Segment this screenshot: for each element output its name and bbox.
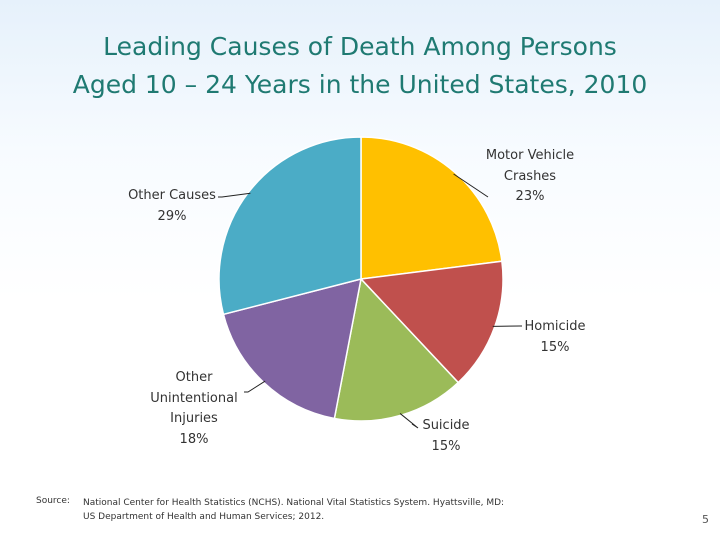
label-other-unintentional-name-1: Other xyxy=(175,370,213,385)
pie-slice-homicide xyxy=(359,260,504,384)
leader-line-other-causes xyxy=(218,192,251,198)
source-line-2: US Department of Health and Human Servic… xyxy=(83,512,325,522)
label-homicide-pct: 15% xyxy=(540,339,570,355)
leader-line-motor-vehicle-crashes xyxy=(453,173,489,198)
source-key: Source: xyxy=(36,496,70,506)
leader-line-other-unintentional-injuries xyxy=(244,380,266,393)
label-other-causes-pct: 29% xyxy=(157,208,187,224)
label-motor-pct: 23% xyxy=(515,189,545,204)
page-number: 5 xyxy=(702,513,709,526)
label-homicide: Homicide 15% xyxy=(515,317,595,358)
pie-slice-motor-vehicle-crashes xyxy=(360,136,503,280)
label-other-unintentional-name-2: Unintentional xyxy=(150,390,238,406)
title-line-2: Aged 10 – 24 Years in the United States,… xyxy=(72,70,648,99)
pie-slice-other-causes xyxy=(218,136,362,316)
label-motor-name-1: Motor Vehicle xyxy=(485,148,575,163)
source-text: National Center for Health Statistics (N… xyxy=(83,496,504,524)
slide-title: Leading Causes of Death Among Persons Ag… xyxy=(0,28,720,104)
label-other-causes-name: Other Causes xyxy=(128,188,216,203)
label-other-unintentional-injuries: Other Unintentional Injuries 18% xyxy=(140,368,248,450)
label-suicide: Suicide 15% xyxy=(418,416,474,457)
label-other-unintentional-name-3: Injuries xyxy=(170,411,218,426)
leader-line-suicide xyxy=(399,413,419,429)
label-suicide-pct: 15% xyxy=(431,438,461,454)
label-homicide-name: Homicide xyxy=(524,319,586,334)
label-other-unintentional-pct: 18% xyxy=(179,431,209,447)
pie-slice-suicide xyxy=(333,277,460,422)
label-motor-vehicle-crashes: Motor Vehicle Crashes 23% xyxy=(475,146,585,208)
label-suicide-name: Suicide xyxy=(422,418,470,433)
title-line-1: Leading Causes of Death Among Persons xyxy=(103,32,617,61)
label-motor-name-2: Crashes xyxy=(503,168,557,184)
label-other-causes: Other Causes 29% xyxy=(118,186,226,227)
source-line-1: National Center for Health Statistics (N… xyxy=(83,498,505,508)
